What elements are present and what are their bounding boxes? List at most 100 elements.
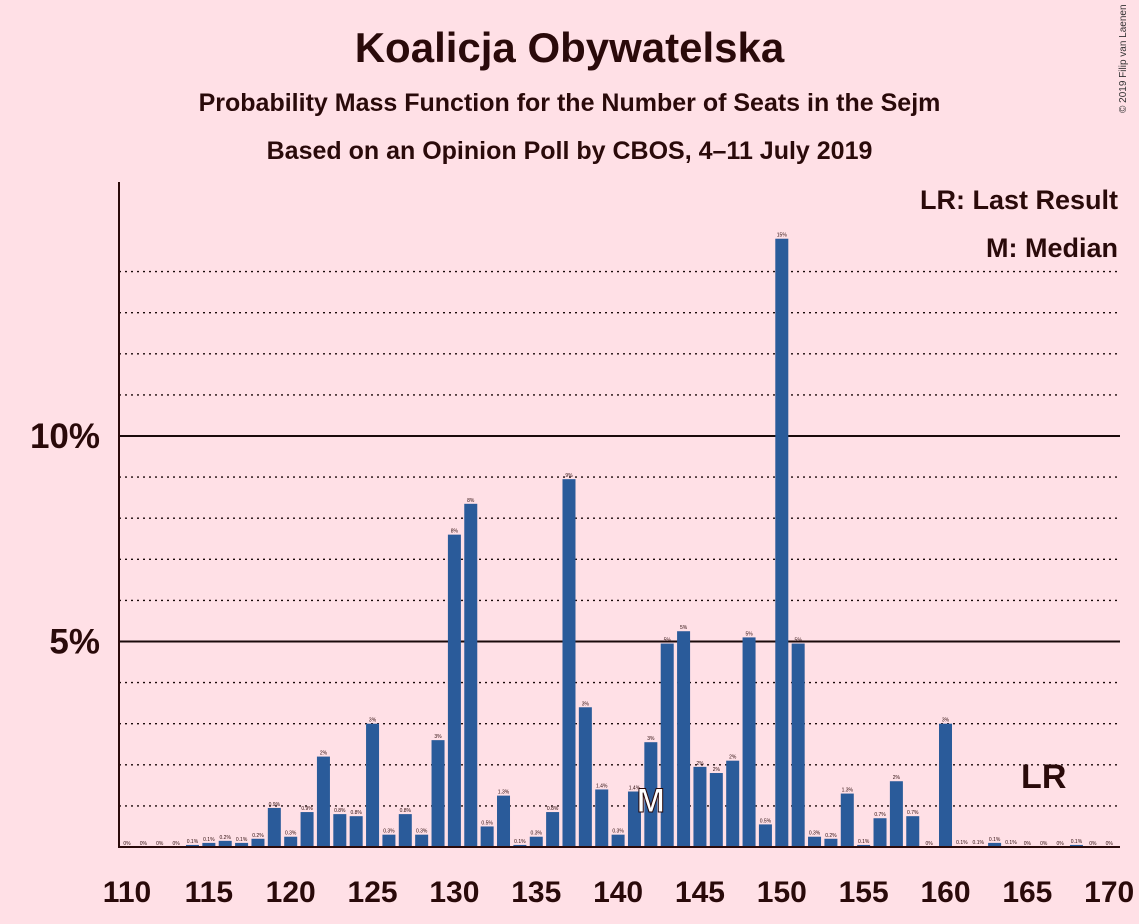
x-tick-labels: 110 115 120 125 130 135 140 145 150 155 160 165 170 bbox=[103, 876, 1134, 909]
bar-label-seat-156: 0.7% bbox=[874, 812, 886, 818]
bar-label-seat-126: 0.3% bbox=[383, 829, 395, 835]
x-tick-label: 115 bbox=[185, 876, 233, 909]
bar-label-seat-157: 2% bbox=[893, 775, 901, 781]
bar-label-seat-111: 0% bbox=[140, 841, 148, 847]
x-tick-label: 155 bbox=[839, 876, 889, 909]
bar-label-seat-153: 0.2% bbox=[825, 833, 837, 839]
x-tick-label: 130 bbox=[429, 876, 479, 909]
bar-label-seat-138: 3% bbox=[582, 701, 590, 707]
bar-label-seat-127: 0.8% bbox=[400, 808, 412, 814]
x-tick-label: 110 bbox=[103, 876, 151, 909]
x-tick-label: 140 bbox=[593, 876, 643, 909]
bar-label-seat-122: 2% bbox=[320, 751, 328, 757]
bar-label-seat-166: 0% bbox=[1040, 841, 1048, 847]
bar-seat-127 bbox=[398, 814, 412, 847]
bar-seat-122 bbox=[316, 756, 330, 847]
bar-label-seat-119: 0.9% bbox=[269, 802, 281, 808]
bar-label-seat-140: 0.3% bbox=[612, 829, 624, 835]
bar-label-seat-129: 3% bbox=[434, 734, 442, 740]
bar-label-seat-130: 8% bbox=[451, 529, 459, 535]
bar-seat-143 bbox=[660, 643, 674, 847]
axes bbox=[118, 182, 1120, 848]
bar-seat-120 bbox=[284, 836, 298, 847]
bar-label-seat-145: 2% bbox=[696, 761, 704, 767]
bar-label-seat-160: 3% bbox=[942, 718, 950, 724]
bar-seat-121 bbox=[300, 812, 314, 847]
bar-label-seat-114: 0.1% bbox=[187, 839, 199, 845]
bar-seat-154 bbox=[840, 793, 854, 847]
bar-label-seat-117: 0.1% bbox=[236, 837, 248, 843]
bar-seat-153 bbox=[824, 838, 838, 847]
bar-label-seat-116: 0.2% bbox=[220, 835, 232, 841]
bar-label-seat-137: 9% bbox=[565, 473, 573, 479]
bar-seat-139 bbox=[595, 789, 609, 847]
last-result-marker: LR bbox=[1021, 758, 1066, 796]
bar-seat-136 bbox=[546, 812, 560, 847]
bar-seat-142 bbox=[644, 742, 658, 847]
bar-label-seat-132: 0.5% bbox=[481, 820, 493, 826]
bar-seat-151 bbox=[791, 643, 805, 847]
bar-seat-129 bbox=[431, 740, 445, 847]
bar-seat-117 bbox=[235, 842, 249, 847]
bar-label-seat-136: 0.8% bbox=[547, 806, 559, 812]
bar-label-seat-124: 0.8% bbox=[350, 810, 362, 816]
y-tick-labels: 5% 10% bbox=[30, 417, 100, 662]
bar-seat-146 bbox=[709, 773, 723, 847]
gridlines bbox=[119, 270, 1120, 807]
bar-label-seat-170: 0% bbox=[1106, 841, 1114, 847]
bar-label-seat-161: 0.1% bbox=[956, 840, 968, 846]
legend-median: M: Median bbox=[986, 233, 1118, 263]
bar-label-seat-118: 0.2% bbox=[252, 833, 264, 839]
bar-seat-123 bbox=[333, 814, 347, 847]
bar-seat-157 bbox=[889, 781, 903, 847]
bar-seat-131 bbox=[464, 503, 478, 847]
bar-seat-116 bbox=[218, 840, 232, 847]
bar-seat-125 bbox=[366, 723, 380, 847]
bar-label-seat-121: 0.9% bbox=[301, 806, 313, 812]
bar-label-seat-150: 15% bbox=[777, 233, 788, 239]
bar-label-seat-115: 0.1% bbox=[203, 837, 215, 843]
bar-label-seat-135: 0.3% bbox=[531, 831, 543, 837]
bar-label-seat-158: 0.7% bbox=[907, 810, 919, 816]
bar-label-seat-123: 0.8% bbox=[334, 808, 346, 814]
bar-seat-160 bbox=[939, 723, 952, 847]
x-tick-label: 160 bbox=[920, 876, 970, 909]
bar-label-seat-168: 0.1% bbox=[1071, 839, 1083, 845]
bar-label-seat-147: 2% bbox=[729, 755, 737, 761]
bar-label-seat-152: 0.3% bbox=[809, 831, 821, 837]
bar-seat-140 bbox=[611, 834, 625, 847]
x-tick-label: 125 bbox=[348, 876, 398, 909]
bar-label-seat-149: 0.5% bbox=[760, 818, 772, 824]
bar-label-seat-151: 5% bbox=[795, 638, 803, 644]
x-tick-label: 145 bbox=[675, 876, 725, 909]
bar-seat-114 bbox=[185, 844, 199, 847]
bar-label-seat-125: 3% bbox=[369, 718, 377, 724]
bar-seat-128 bbox=[415, 834, 429, 847]
chart-subtitle: Probability Mass Function for the Number… bbox=[198, 89, 941, 117]
bar-label-seat-134: 0.1% bbox=[514, 839, 526, 845]
bar-label-seat-155: 0.1% bbox=[858, 839, 870, 845]
bar-label-seat-142: 3% bbox=[647, 736, 655, 742]
bar-seat-135 bbox=[529, 836, 543, 847]
bar-label-seat-143: 5% bbox=[664, 638, 672, 644]
bar-label-seat-133: 1.3% bbox=[498, 790, 510, 796]
bar-label-seat-169: 0% bbox=[1089, 841, 1097, 847]
bar-seat-133 bbox=[497, 795, 511, 847]
bar-seat-124 bbox=[349, 816, 363, 847]
bar-seat-119 bbox=[267, 807, 281, 847]
bar-label-seat-148: 5% bbox=[745, 631, 753, 637]
bar-seat-145 bbox=[693, 766, 707, 847]
bar-label-seat-139: 1.4% bbox=[596, 783, 608, 789]
bar-seat-163 bbox=[988, 842, 1002, 847]
bar-label-seat-159: 0% bbox=[926, 841, 934, 847]
bar-label-seat-112: 0% bbox=[156, 841, 164, 847]
bar-seat-150 bbox=[775, 238, 789, 848]
bar-label-seat-163: 0.1% bbox=[989, 837, 1001, 843]
bar-label-seat-110: 0% bbox=[123, 841, 131, 847]
bar-seat-126 bbox=[382, 834, 396, 847]
x-tick-label: 165 bbox=[1002, 876, 1052, 909]
bar-label-seat-144: 5% bbox=[680, 625, 688, 631]
y-tick-label: 10% bbox=[30, 417, 100, 456]
bar-labels: 0% 0% 0% 0% 0.1% 0.1% 0.2% 0.1% 0.2% 0.9% 0.3% 0.9%… bbox=[123, 233, 1113, 847]
